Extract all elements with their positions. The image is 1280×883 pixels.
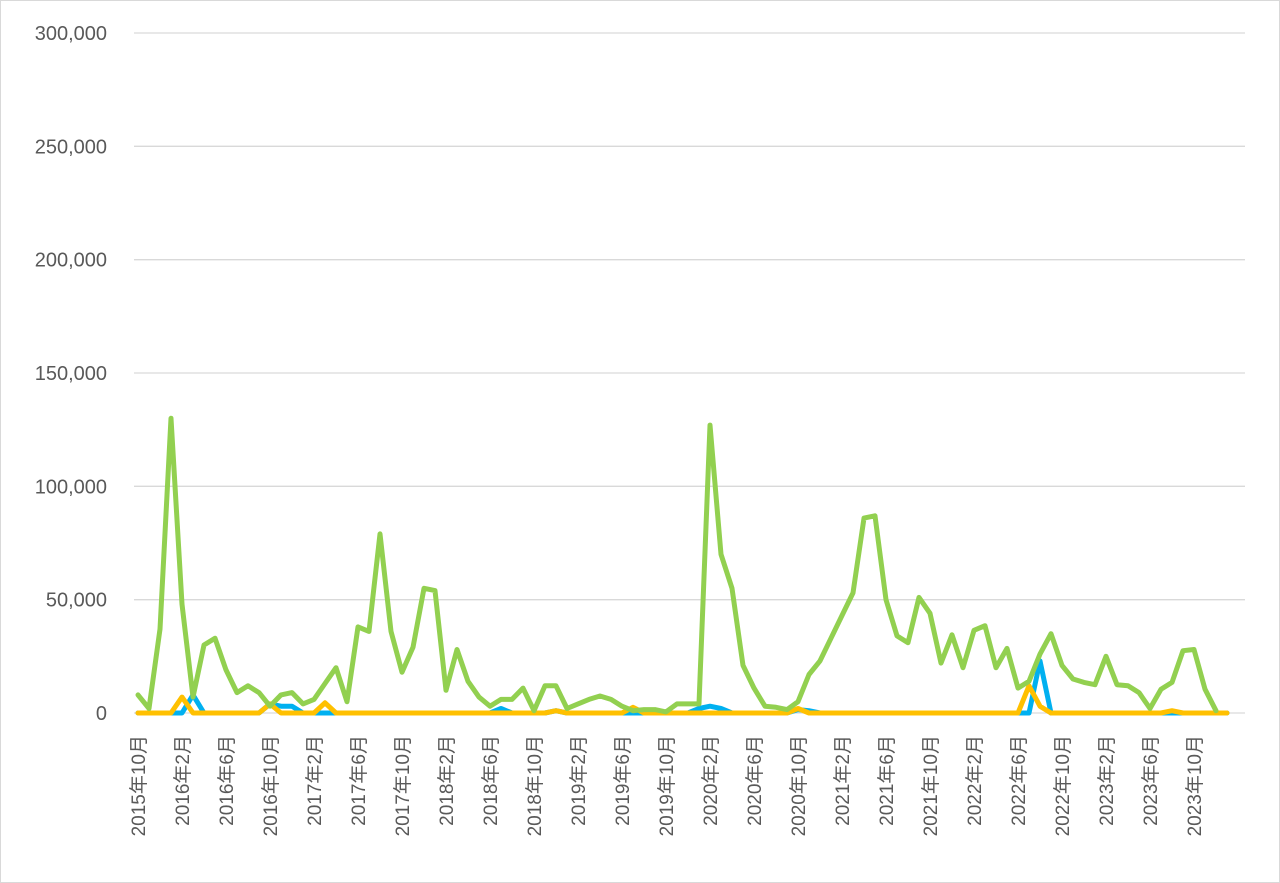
gridlines: [134, 32, 1245, 714]
x-tick-label: 2017年6月: [348, 735, 370, 826]
x-tick-label: 2020年10月: [788, 735, 810, 836]
x-tick-label: 2023年10月: [1184, 735, 1206, 836]
y-tick-label: 250,000: [35, 136, 107, 158]
x-tick-label: 2020年6月: [744, 735, 766, 826]
y-tick-label: 300,000: [35, 23, 107, 45]
x-tick-label: 2021年10月: [920, 735, 942, 836]
x-axis-tick-labels: 2015年10月 2016年2月 2016年6月 2016年10月 2017年2月 201…: [128, 735, 1206, 836]
x-tick-label: 2022年6月: [1008, 735, 1030, 826]
x-tick-label: 2016年2月: [172, 735, 194, 826]
y-tick-label: 0: [96, 703, 107, 725]
x-tick-label: 2019年2月: [568, 735, 590, 826]
y-tick-label: 150,000: [35, 363, 107, 385]
y-tick-label: 200,000: [35, 250, 107, 272]
x-tick-label: 2022年10月: [1052, 735, 1074, 836]
y-tick-label: 50,000: [46, 590, 107, 612]
x-tick-label: 2022年2月: [964, 735, 986, 826]
x-tick-label: 2018年2月: [436, 735, 458, 826]
x-tick-label: 2016年6月: [216, 735, 238, 826]
x-tick-label: 2019年6月: [612, 735, 634, 826]
x-tick-label: 2020年2月: [700, 735, 722, 826]
x-tick-label: 2023年6月: [1140, 735, 1162, 826]
series-line-2: [135, 683, 1230, 716]
x-tick-label: 2018年6月: [480, 735, 502, 826]
y-axis-tick-labels: 0 50,000 100,000 150,000 200,000 250,000 300,0…: [35, 23, 107, 725]
x-tick-label: 2021年2月: [832, 735, 854, 826]
series-lines: [135, 415, 1230, 716]
series-line-3: [135, 415, 1219, 715]
x-tick-label: 2016年10月: [260, 735, 282, 836]
x-tick-label: 2017年2月: [304, 735, 326, 826]
y-tick-label: 100,000: [35, 476, 107, 498]
x-tick-label: 2015年10月: [128, 735, 150, 836]
x-tick-label: 2021年6月: [876, 735, 898, 826]
x-tick-label: 2018年10月: [524, 735, 546, 836]
x-tick-label: 2019年10月: [656, 735, 678, 836]
x-tick-label: 2017年10月: [392, 735, 414, 836]
x-tick-label: 2023年2月: [1096, 735, 1118, 826]
